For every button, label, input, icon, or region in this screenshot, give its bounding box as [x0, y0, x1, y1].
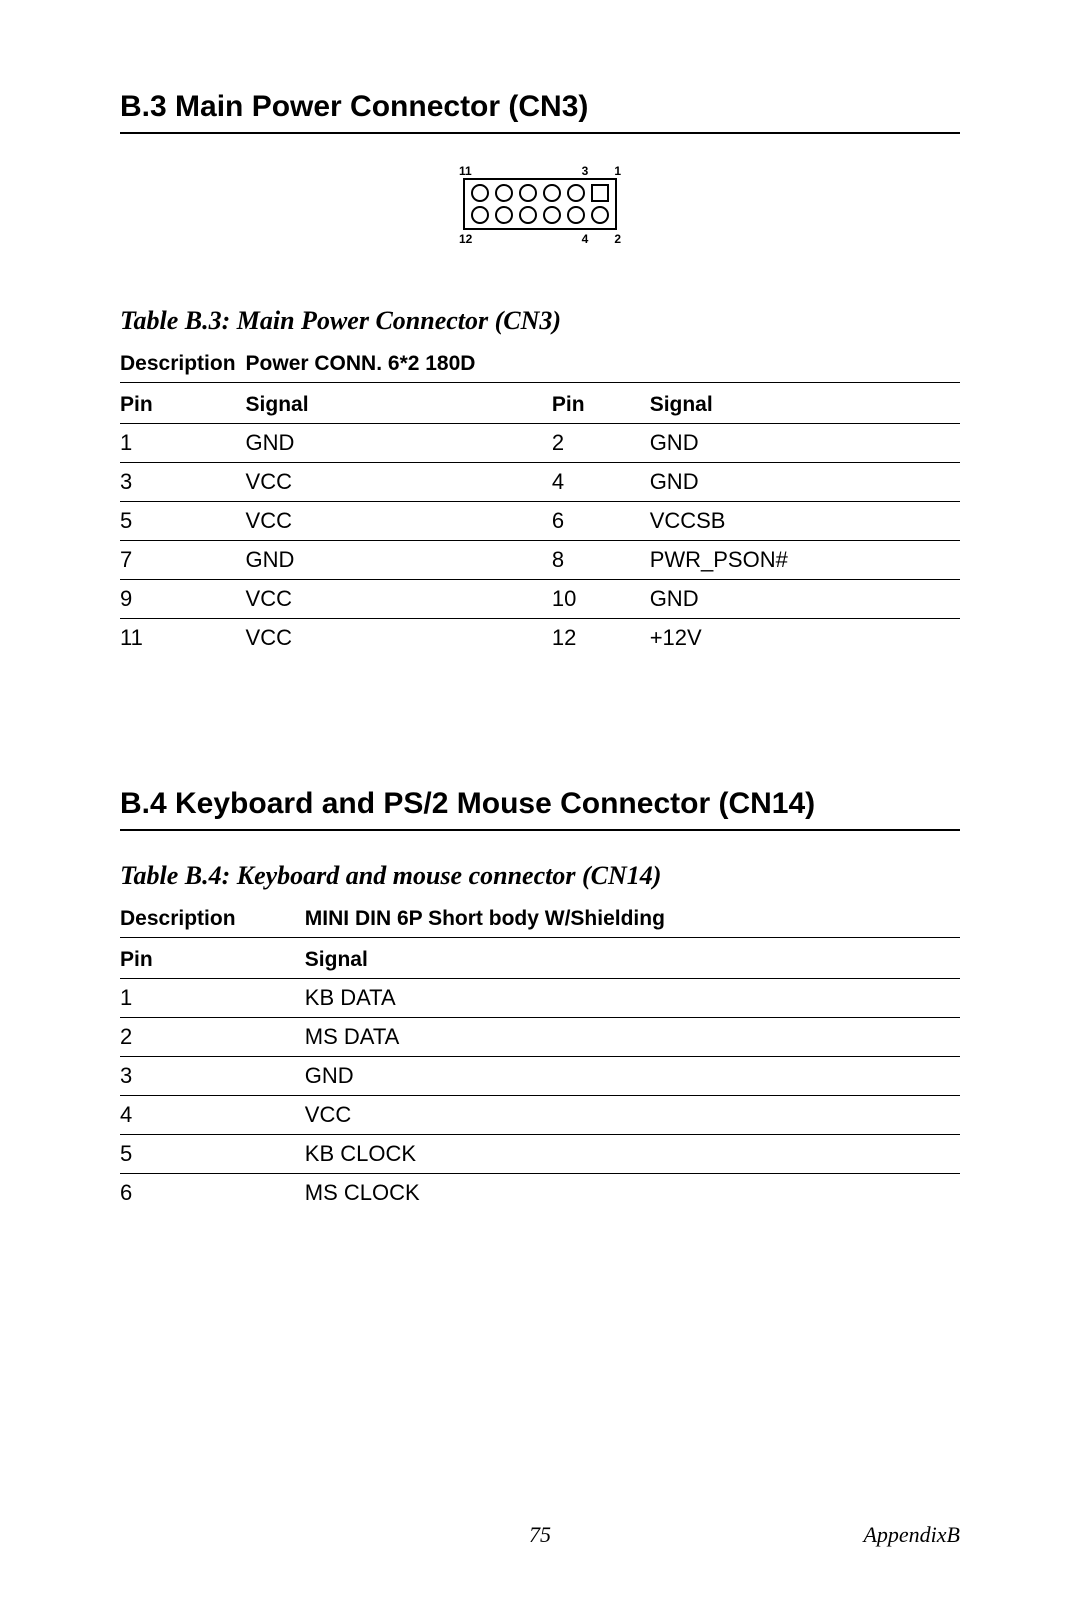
cell-pin: 5	[120, 502, 246, 541]
pin-circle	[471, 206, 489, 224]
connector-diagram-cn3: 11 3 1 12 4 2	[120, 164, 960, 246]
desc-value: Power CONN. 6*2 180D	[246, 346, 960, 383]
cell-signal: GND	[650, 424, 960, 463]
pinout-table-b3: Description Power CONN. 6*2 180D Pin Sig…	[120, 346, 960, 657]
table-caption-b3: Table B.3: Main Power Connector (CN3)	[120, 306, 960, 336]
cell-pin: 3	[120, 1057, 305, 1096]
table-row: 7GND8PWR_PSON#	[120, 541, 960, 580]
cell-signal: VCCSB	[650, 502, 960, 541]
cell-pin: 1	[120, 979, 305, 1018]
cell-pin: 2	[120, 1018, 305, 1057]
pin-label-11: 11	[459, 164, 483, 178]
pinout-table-b4: Description MINI DIN 6P Short body W/Shi…	[120, 901, 960, 1212]
cell-pin: 10	[552, 580, 650, 619]
section-heading-b3: B.3 Main Power Connector (CN3)	[120, 90, 960, 134]
table-row: 5VCC6VCCSB	[120, 502, 960, 541]
cell-signal: MS CLOCK	[305, 1174, 960, 1213]
cell-signal: KB DATA	[305, 979, 960, 1018]
cell-signal: VCC	[246, 463, 552, 502]
cell-pin: 9	[120, 580, 246, 619]
section-heading-b4: B.4 Keyboard and PS/2 Mouse Connector (C…	[120, 787, 960, 831]
cell-pin: 6	[120, 1174, 305, 1213]
cell-signal: VCC	[305, 1096, 960, 1135]
appendix-label: AppendixB	[551, 1522, 960, 1548]
connector-bottom-row	[471, 206, 609, 224]
cell-pin: 8	[552, 541, 650, 580]
table-row: 1KB DATA	[120, 979, 960, 1018]
col-signal: Signal	[650, 383, 960, 424]
cell-signal: KB CLOCK	[305, 1135, 960, 1174]
desc-value: MINI DIN 6P Short body W/Shielding	[305, 901, 960, 938]
cell-signal: GND	[650, 580, 960, 619]
desc-label: Description	[120, 901, 305, 938]
pin-circle	[519, 184, 537, 202]
cell-signal: GND	[650, 463, 960, 502]
cell-signal: GND	[246, 541, 552, 580]
cell-pin: 4	[120, 1096, 305, 1135]
cell-signal: PWR_PSON#	[650, 541, 960, 580]
table-row: 3GND	[120, 1057, 960, 1096]
cell-signal: VCC	[246, 580, 552, 619]
pin-label-1: 1	[597, 164, 621, 178]
page-number: 75	[529, 1522, 551, 1548]
connector-box	[463, 178, 617, 230]
cell-pin: 11	[120, 619, 246, 658]
cell-pin: 3	[120, 463, 246, 502]
page-footer: 75 AppendixB	[120, 1522, 960, 1548]
table-caption-b4: Table B.4: Keyboard and mouse connector …	[120, 861, 960, 891]
cell-signal: +12V	[650, 619, 960, 658]
pin-label-3: 3	[573, 164, 597, 178]
cell-signal: GND	[246, 424, 552, 463]
table-row: 6MS CLOCK	[120, 1174, 960, 1213]
pin-square	[591, 184, 609, 202]
pin-label-2: 2	[597, 232, 621, 246]
col-signal: Signal	[305, 938, 960, 979]
pin-circle	[495, 184, 513, 202]
desc-label: Description	[120, 346, 246, 383]
col-pin: Pin	[120, 938, 305, 979]
table-row: 1GND2GND	[120, 424, 960, 463]
cell-pin: 1	[120, 424, 246, 463]
table-row: 4VCC	[120, 1096, 960, 1135]
pin-label-12: 12	[459, 232, 483, 246]
pin-circle	[567, 184, 585, 202]
cell-signal: GND	[305, 1057, 960, 1096]
table-row: 3VCC4GND	[120, 463, 960, 502]
col-pin: Pin	[552, 383, 650, 424]
cell-pin: 5	[120, 1135, 305, 1174]
cell-signal: VCC	[246, 619, 552, 658]
pin-circle	[519, 206, 537, 224]
col-signal: Signal	[246, 383, 552, 424]
table-row: 9VCC10GND	[120, 580, 960, 619]
cell-pin: 2	[552, 424, 650, 463]
connector-top-row	[471, 184, 609, 202]
cell-pin: 7	[120, 541, 246, 580]
table-row: 2MS DATA	[120, 1018, 960, 1057]
pin-circle	[591, 206, 609, 224]
pin-label-4: 4	[573, 232, 597, 246]
cell-signal: MS DATA	[305, 1018, 960, 1057]
pin-circle	[543, 184, 561, 202]
table-row: 5KB CLOCK	[120, 1135, 960, 1174]
pin-circle	[567, 206, 585, 224]
cell-signal: VCC	[246, 502, 552, 541]
pin-circle	[495, 206, 513, 224]
cell-pin: 6	[552, 502, 650, 541]
table-row: 11VCC12+12V	[120, 619, 960, 658]
pin-circle	[471, 184, 489, 202]
cell-pin: 4	[552, 463, 650, 502]
cell-pin: 12	[552, 619, 650, 658]
col-pin: Pin	[120, 383, 246, 424]
pin-circle	[543, 206, 561, 224]
